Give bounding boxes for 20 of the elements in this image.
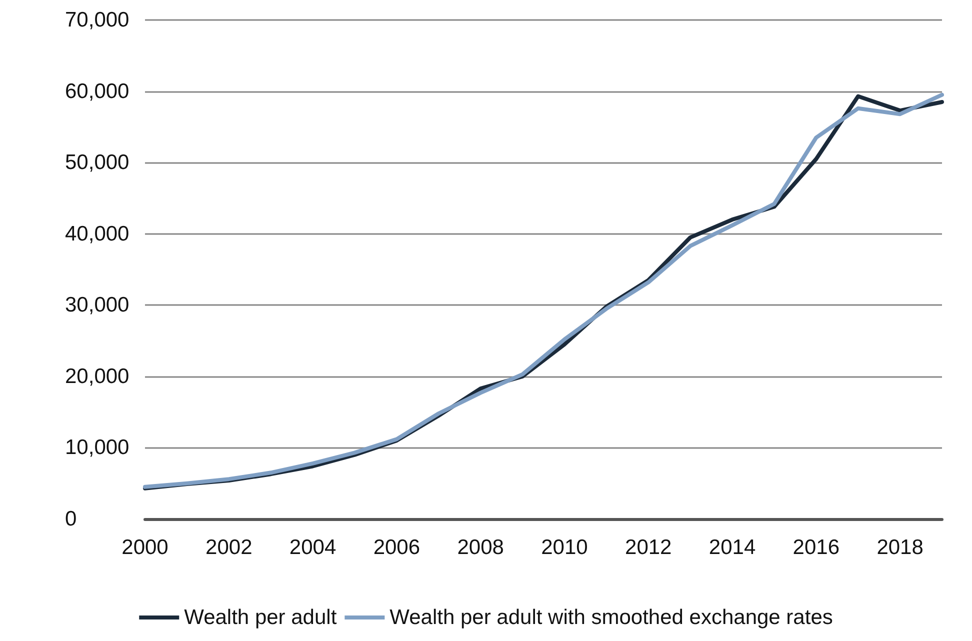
- x-tick-label: 2012: [625, 536, 672, 559]
- x-tick-label: 2014: [708, 536, 756, 559]
- x-tick-label: 2008: [457, 536, 504, 559]
- legend-label: Wealth per adult with smoothed exchange rates: [390, 606, 833, 629]
- x-tick-label: 2010: [541, 536, 588, 559]
- y-tick-label: 50,000: [65, 151, 130, 174]
- y-tick-label: 20,000: [65, 364, 130, 388]
- y-tick-label: 70,000: [65, 8, 130, 32]
- y-tick-label: 40,000: [65, 222, 130, 246]
- x-tick-label: 2006: [373, 536, 420, 559]
- x-tick-label: 2000: [122, 536, 168, 559]
- y-tick-label: 30,000: [65, 294, 130, 317]
- x-tick-label: 2016: [792, 536, 840, 559]
- x-tick-label: 2004: [289, 536, 336, 559]
- x-tick-label: 2002: [206, 536, 252, 559]
- legend-label: Wealth per adult: [184, 606, 337, 629]
- y-tick-label: 0: [65, 508, 77, 530]
- y-tick-label: 10,000: [65, 436, 130, 460]
- y-tick-label: 60,000: [65, 80, 130, 103]
- x-tick-label: 2018: [876, 536, 924, 559]
